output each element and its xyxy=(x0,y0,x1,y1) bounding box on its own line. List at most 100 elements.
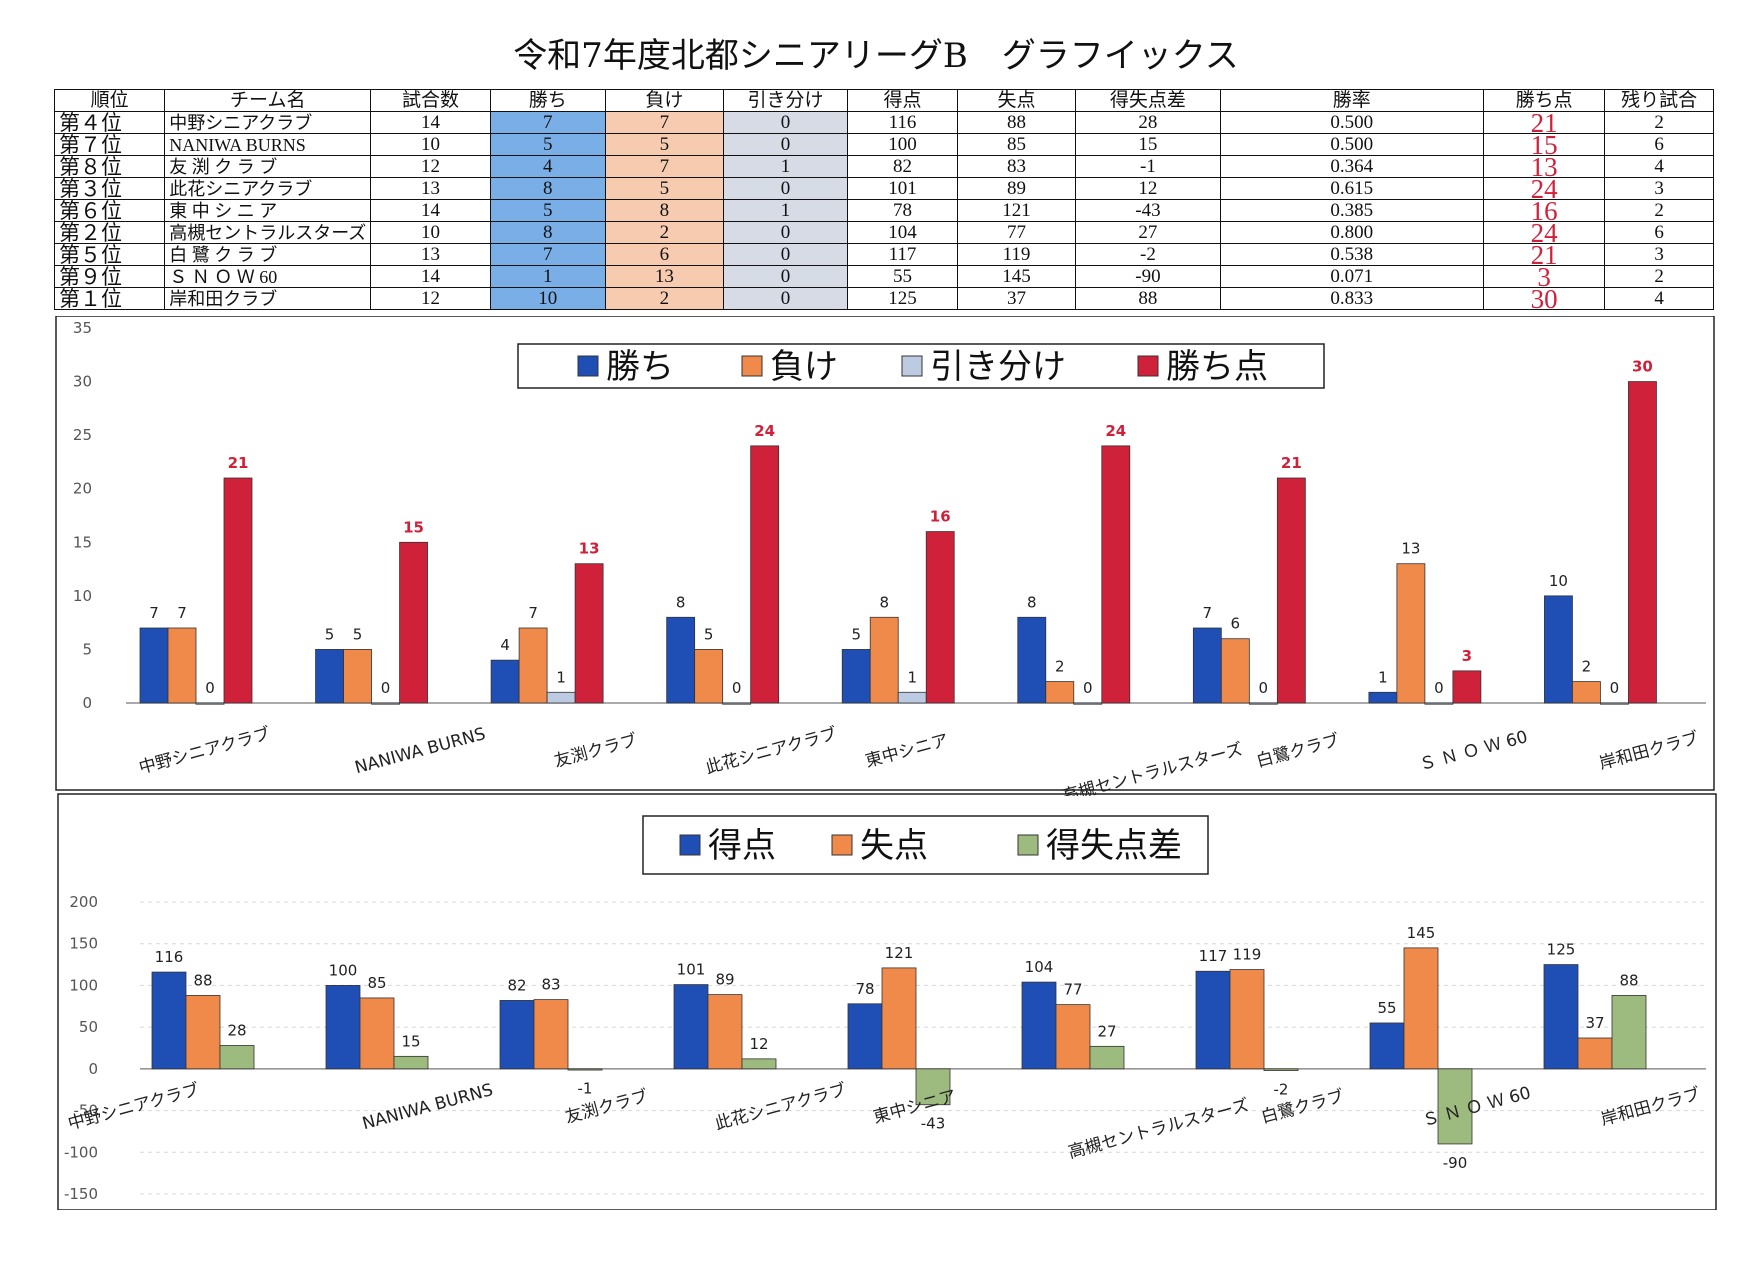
header-draw: 引き分け xyxy=(723,89,849,112)
data-label: 21 xyxy=(228,454,249,472)
y-tick-label: 10 xyxy=(73,587,92,605)
data-label: 100 xyxy=(329,961,358,979)
cell-win: 4 xyxy=(489,155,606,178)
data-label: 4 xyxy=(500,636,510,654)
cell-games: 10 xyxy=(370,221,491,244)
data-label: 30 xyxy=(1632,358,1653,376)
bar-diff xyxy=(567,1068,603,1071)
cell-win: 8 xyxy=(489,177,606,200)
legend-label-win: 勝ち xyxy=(606,347,674,387)
data-label: 1 xyxy=(907,668,917,686)
category-label: 岸和田クラブ xyxy=(1599,1083,1703,1130)
cell-pts: 3 xyxy=(1482,265,1606,288)
bar-conceded xyxy=(185,995,221,1070)
bar-win xyxy=(1192,627,1222,704)
data-label: -90 xyxy=(1443,1154,1468,1172)
cell-diff: 88 xyxy=(1075,287,1221,310)
bar-diff xyxy=(915,1068,951,1106)
cell-remaining: 4 xyxy=(1604,155,1714,178)
cell-rank: 第２位 xyxy=(53,221,166,244)
header-pct: 勝率 xyxy=(1219,89,1484,112)
data-label: 0 xyxy=(1259,679,1269,697)
cell-pct: 0.500 xyxy=(1219,133,1484,156)
category-label: Ｓ Ｎ Ｏ Ｗ 60 xyxy=(1417,727,1530,775)
table-row: 第９位 Ｓ Ｎ Ｏ Ｗ 60 14 1 13 0 55 145 -90 0.071 3 2 xyxy=(53,265,1714,288)
cell-pts: 16 xyxy=(1482,199,1606,222)
cell-team: NANIWA BURNS xyxy=(164,133,372,156)
y-tick-label: 20 xyxy=(73,480,92,498)
cell-loss: 2 xyxy=(604,287,725,310)
category-label: NANIWA BURNS xyxy=(353,724,488,778)
table-row: 第５位白 鷺 ク ラ ブ 13 7 6 0 117 119 -2 0.538 21 3 xyxy=(53,243,1714,266)
data-label: 13 xyxy=(579,540,600,558)
cell-conceded: 145 xyxy=(956,265,1077,288)
bar-loss xyxy=(343,649,372,704)
cell-diff: -43 xyxy=(1075,199,1221,222)
table-body: 第４位 中野シニアクラブ 14 7 7 0 116 88 28 0.500 21 2 第７位 NANIWA… xyxy=(53,111,1714,310)
category-label: 友渕クラブ xyxy=(563,1086,651,1128)
cell-games: 13 xyxy=(370,177,491,200)
data-label: 0 xyxy=(1083,679,1093,697)
bar-draw xyxy=(546,691,576,704)
cell-draw: 1 xyxy=(723,199,849,222)
data-label: -2 xyxy=(1274,1081,1289,1099)
cell-team: 友 渕 ク ラ ブ xyxy=(164,155,372,178)
page-title: 令和7年度北都シニアリーグB グラフイックス xyxy=(513,36,1239,76)
cell-conceded: 77 xyxy=(956,221,1077,244)
cell-rank: 第６位 xyxy=(53,199,166,222)
bar-draw xyxy=(722,702,752,705)
data-label: 88 xyxy=(1619,971,1638,989)
cell-remaining: 6 xyxy=(1604,221,1714,244)
cell-win: 8 xyxy=(489,221,606,244)
legend-label-conceded: 失点 xyxy=(860,826,928,866)
legend-swatch-conceded xyxy=(831,834,853,856)
data-label: 12 xyxy=(749,1035,768,1053)
data-label: 89 xyxy=(715,971,734,989)
cell-draw: 0 xyxy=(723,287,849,310)
data-label: 117 xyxy=(1199,947,1228,965)
data-label: 121 xyxy=(885,944,914,962)
y-tick-label: -100 xyxy=(64,1143,98,1161)
bar-draw xyxy=(195,702,225,705)
cell-diff: 12 xyxy=(1075,177,1221,200)
cell-team: 此花シニアクラブ xyxy=(164,177,372,200)
cell-games: 12 xyxy=(370,287,491,310)
cell-remaining: 6 xyxy=(1604,133,1714,156)
cell-loss: 7 xyxy=(604,111,725,134)
data-label: 2 xyxy=(1582,658,1592,676)
bar-diff xyxy=(1263,1068,1299,1071)
bar-loss xyxy=(694,649,724,704)
bar-draw xyxy=(1248,702,1278,705)
bar-scored xyxy=(1543,964,1579,1070)
cell-draw: 1 xyxy=(723,155,849,178)
cell-diff: 28 xyxy=(1075,111,1221,134)
data-label: 15 xyxy=(401,1032,420,1050)
data-label: 85 xyxy=(367,974,386,992)
legend-label-loss: 負け xyxy=(770,347,838,387)
cell-draw: 0 xyxy=(723,243,849,266)
bar-scored xyxy=(151,971,187,1070)
data-label: 8 xyxy=(879,593,889,611)
chart-frame xyxy=(57,793,1717,1210)
cell-pct: 0.364 xyxy=(1219,155,1484,178)
cell-conceded: 85 xyxy=(956,133,1077,156)
cell-win: 7 xyxy=(489,243,606,266)
cell-rank: 第７位 xyxy=(53,133,166,156)
y-tick-label: 0 xyxy=(82,694,92,712)
bar-loss xyxy=(518,627,548,704)
cell-rank: 第３位 xyxy=(53,177,166,200)
cell-team: 高槻セントラルスターズ xyxy=(164,221,372,244)
data-label: 116 xyxy=(155,948,184,966)
bar-points xyxy=(1452,670,1482,704)
cell-conceded: 119 xyxy=(956,243,1077,266)
cell-team: 白 鷺 ク ラ ブ xyxy=(164,243,372,266)
y-tick-label: 5 xyxy=(82,640,92,658)
cell-games: 14 xyxy=(370,265,491,288)
bar-draw xyxy=(1600,702,1629,705)
data-label: 1 xyxy=(1378,668,1388,686)
bar-points xyxy=(1276,477,1306,704)
data-label: 145 xyxy=(1407,924,1436,942)
cell-scored: 101 xyxy=(847,177,958,200)
cell-remaining: 2 xyxy=(1604,199,1714,222)
